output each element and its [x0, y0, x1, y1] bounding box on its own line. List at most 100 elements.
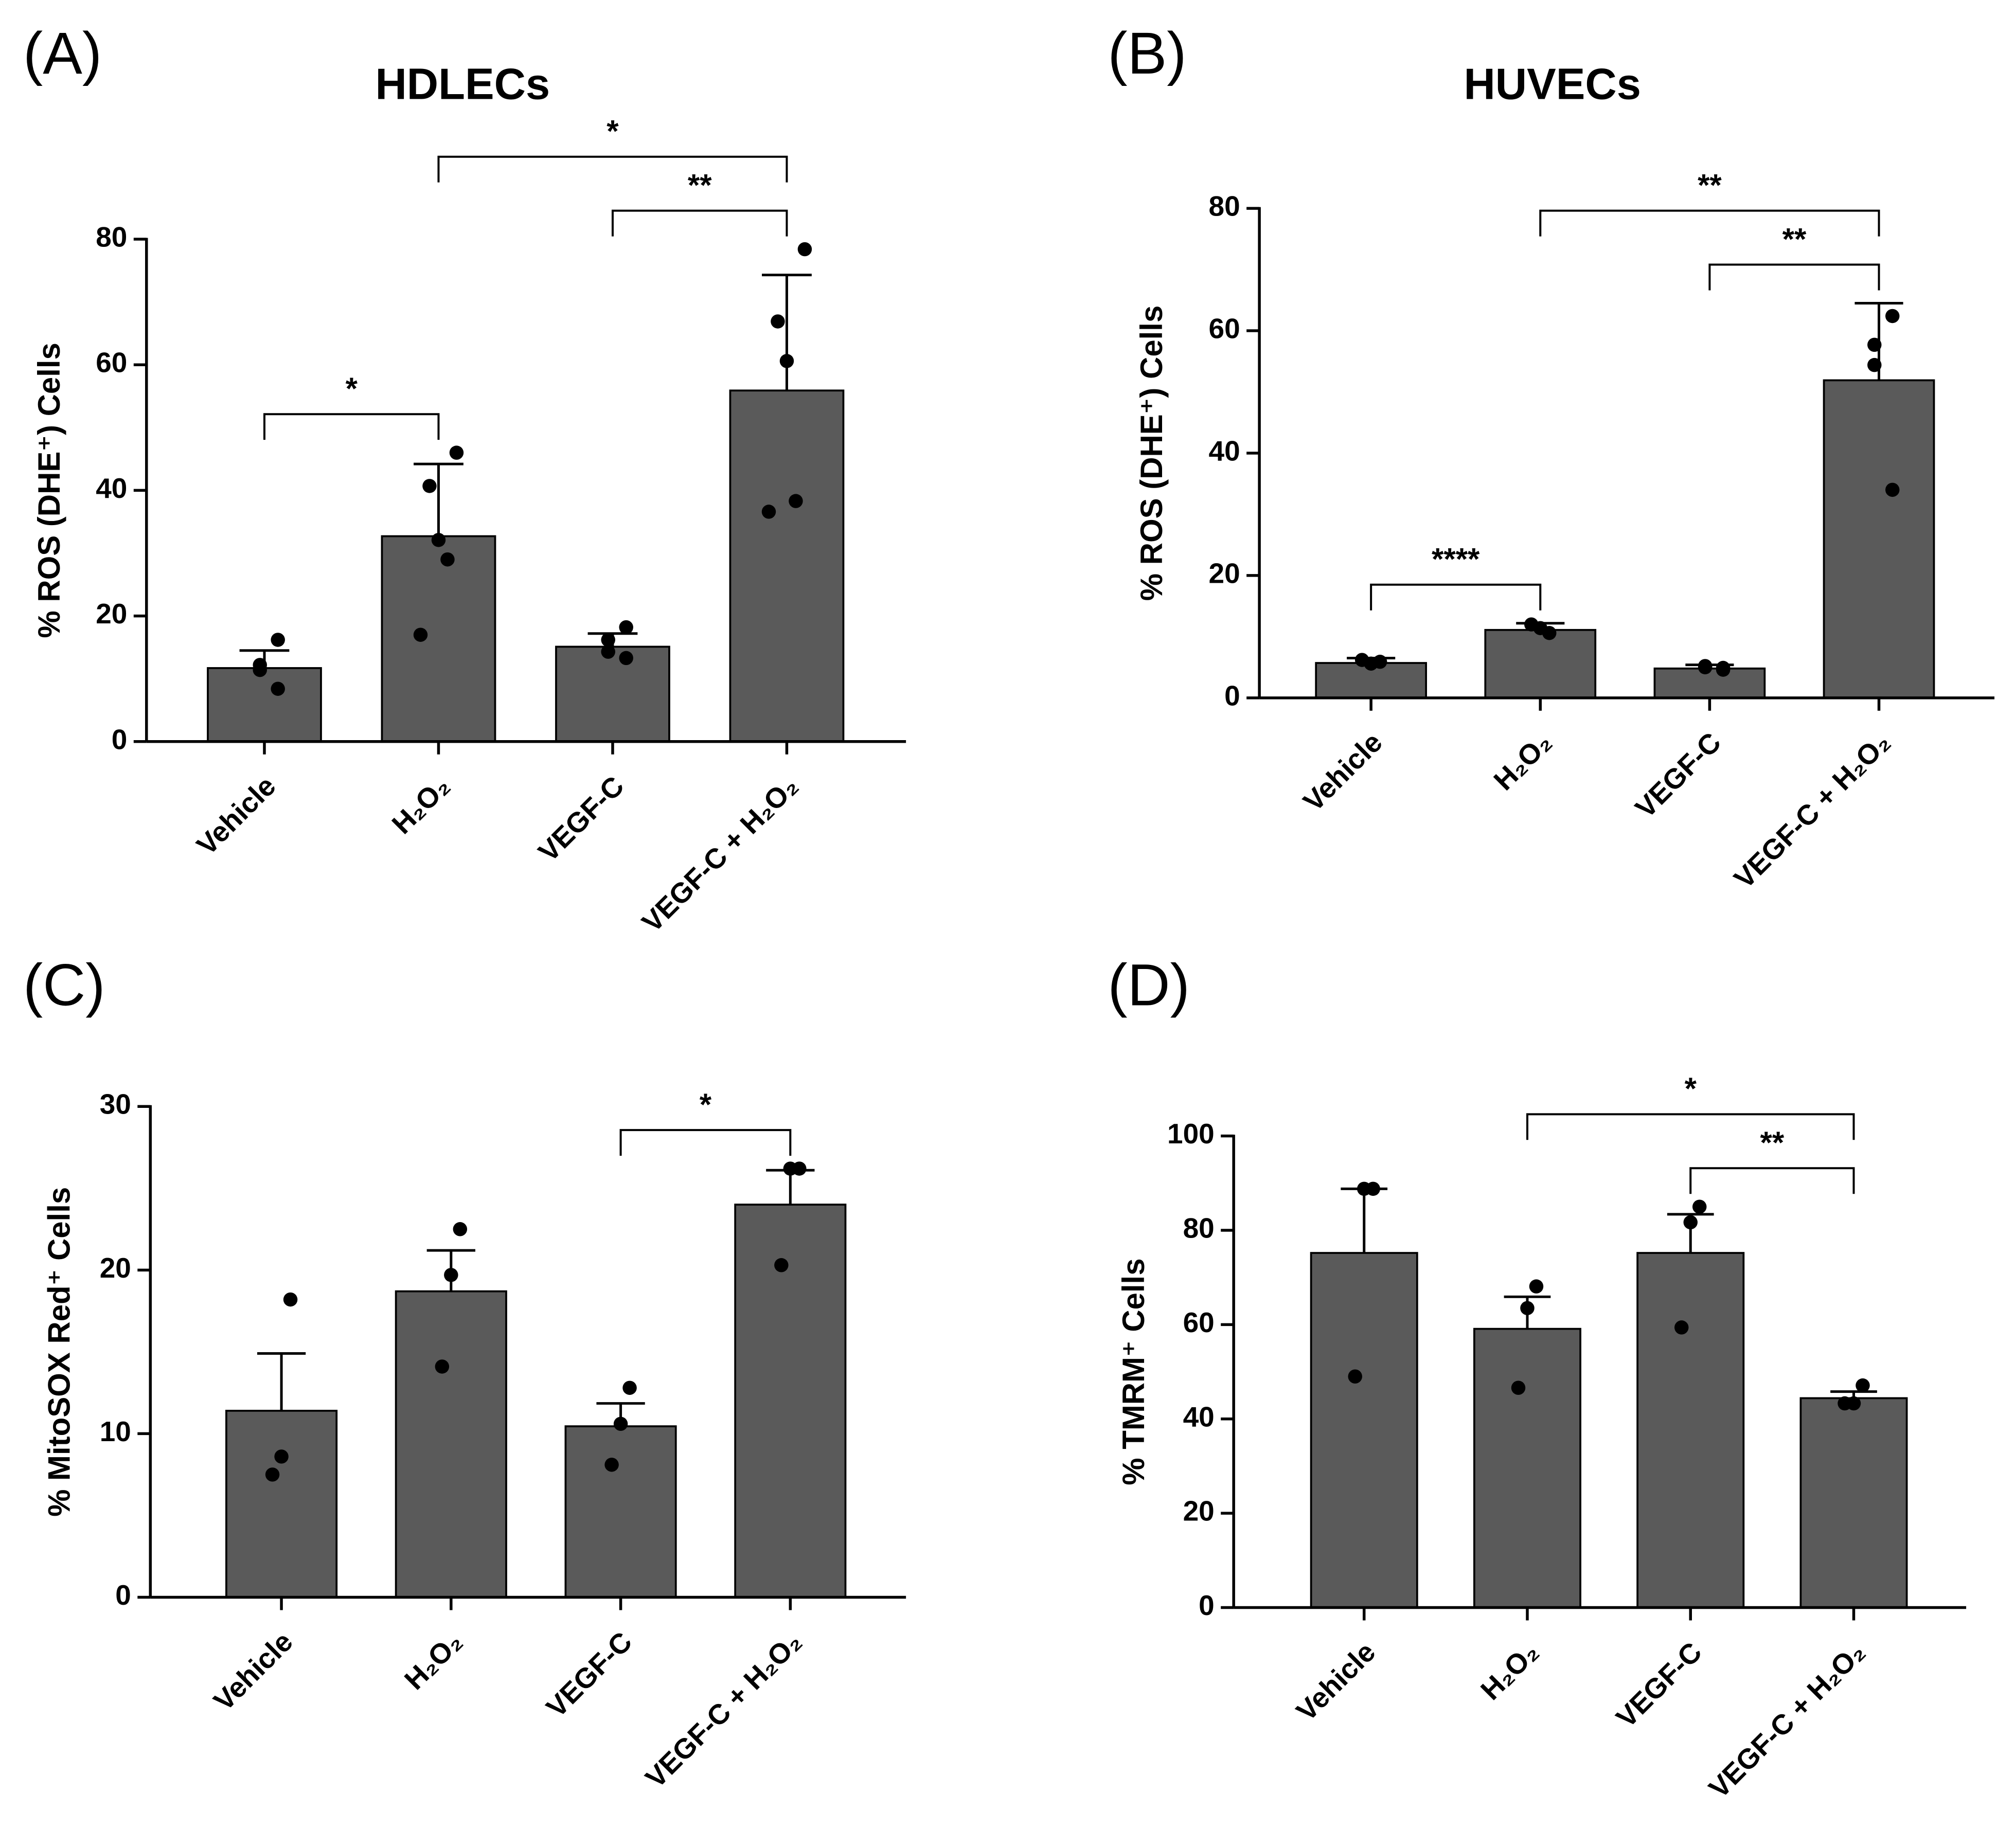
data-point [1511, 1380, 1526, 1395]
data-point [1692, 1199, 1707, 1214]
data-point [440, 552, 455, 567]
data-point [601, 644, 615, 659]
bar [734, 1204, 847, 1599]
data-point [1885, 482, 1900, 497]
significance-bracket [1370, 583, 1542, 611]
significance-label: ** [688, 168, 712, 202]
y-axis-label: % TMRM⁺ Cells [1116, 1258, 1151, 1485]
data-point [1867, 357, 1882, 372]
bar [1310, 1252, 1418, 1609]
y-tick-label: 80 [1183, 1212, 1215, 1244]
bar [225, 1410, 338, 1599]
y-tick-label: 20 [1183, 1495, 1215, 1527]
bar [1653, 667, 1766, 699]
data-point [613, 1416, 628, 1431]
data-point [1674, 1320, 1689, 1335]
data-point [1357, 1181, 1371, 1196]
error-bar [257, 1352, 306, 1411]
x-tick-label: H₂O₂ [1487, 726, 1558, 797]
data-point [1885, 309, 1900, 324]
data-point [1838, 1396, 1852, 1411]
x-tick-label: H₂O₂ [386, 770, 456, 840]
data-point [619, 620, 633, 635]
bar [207, 667, 322, 743]
x-tick-label: Vehicle [1297, 726, 1388, 818]
y-tick-label: 60 [1209, 313, 1240, 345]
data-point [774, 1258, 789, 1272]
data-point [1867, 337, 1882, 352]
bar [395, 1290, 507, 1599]
data-point [1520, 1301, 1535, 1316]
significance-bracket [1526, 1113, 1855, 1140]
y-axis-label: % ROS (DHE⁺) Cells [1134, 306, 1169, 601]
significance-label: ** [1760, 1125, 1785, 1160]
significance-label: * [1685, 1071, 1697, 1106]
data-point [1716, 660, 1731, 675]
x-tick-label: VEGF-C [532, 770, 630, 868]
chart-title: HUVECs [1464, 60, 1641, 109]
bar [1799, 1397, 1908, 1609]
error-bar [414, 462, 463, 536]
bar [1473, 1327, 1581, 1609]
data-point [1529, 1279, 1544, 1294]
x-tick-label: Vehicle [190, 770, 282, 862]
y-tick-label: 30 [100, 1088, 131, 1120]
data-point [253, 662, 267, 677]
x-tick-label: VEGF-C [1610, 1636, 1708, 1734]
significance-bracket [619, 1129, 792, 1156]
x-tick-label: VEGF-C + H₂O₂ [639, 1625, 808, 1794]
panel-label: (B) [1108, 21, 1186, 86]
y-tick-label: 0 [112, 723, 128, 755]
data-point [413, 627, 428, 642]
y-tick-label: 10 [100, 1415, 131, 1447]
data-point [271, 633, 285, 647]
x-tick-label: Vehicle [207, 1625, 299, 1717]
data-point [1354, 653, 1369, 667]
data-point [771, 314, 785, 329]
data-point [1524, 617, 1539, 632]
panel-label: (C) [23, 952, 105, 1018]
data-point [1348, 1369, 1362, 1384]
data-point [601, 633, 615, 647]
significance-bracket [1539, 209, 1880, 237]
chart-title: HDLECs [375, 60, 550, 109]
significance-bracket [437, 155, 788, 183]
significance-bracket [1689, 1167, 1855, 1194]
y-tick-label: 20 [100, 1252, 131, 1284]
y-tick-label: 0 [1224, 679, 1240, 711]
y-tick-label: 80 [96, 221, 127, 253]
data-point [779, 354, 794, 368]
y-tick-label: 80 [1209, 190, 1240, 222]
data-point [619, 651, 633, 666]
bar [1636, 1252, 1745, 1609]
bar [564, 1425, 677, 1599]
panel-label: (D) [1108, 952, 1190, 1018]
data-point [604, 1458, 619, 1472]
x-tick-label: VEGF-C [1629, 726, 1727, 824]
significance-label: ** [1782, 222, 1807, 256]
bar [381, 535, 496, 743]
y-tick-label: 40 [96, 472, 127, 504]
data-point [431, 533, 446, 547]
y-tick-label: 20 [96, 598, 127, 630]
error-bar [762, 274, 812, 391]
significance-label: * [607, 114, 619, 149]
y-axis-label: % ROS (DHE⁺) Cells [32, 343, 66, 638]
y-axis-label: % MitoSOX Red⁺ Cells [42, 1187, 77, 1517]
y-tick-label: 100 [1167, 1118, 1215, 1150]
data-point [453, 1222, 468, 1236]
significance-label: ** [1698, 168, 1722, 202]
data-point [1683, 1215, 1698, 1230]
bar [1823, 379, 1935, 699]
x-tick-label: Vehicle [1290, 1636, 1382, 1727]
significance-label: * [346, 371, 358, 406]
panel-label: (A) [23, 21, 102, 86]
data-point [761, 505, 776, 519]
y-tick-label: 40 [1209, 435, 1240, 467]
data-point [422, 479, 437, 493]
data-point [444, 1268, 458, 1282]
y-tick-label: 60 [1183, 1306, 1215, 1338]
x-tick-label: H₂O₂ [1474, 1636, 1545, 1706]
y-tick-label: 40 [1183, 1401, 1215, 1432]
